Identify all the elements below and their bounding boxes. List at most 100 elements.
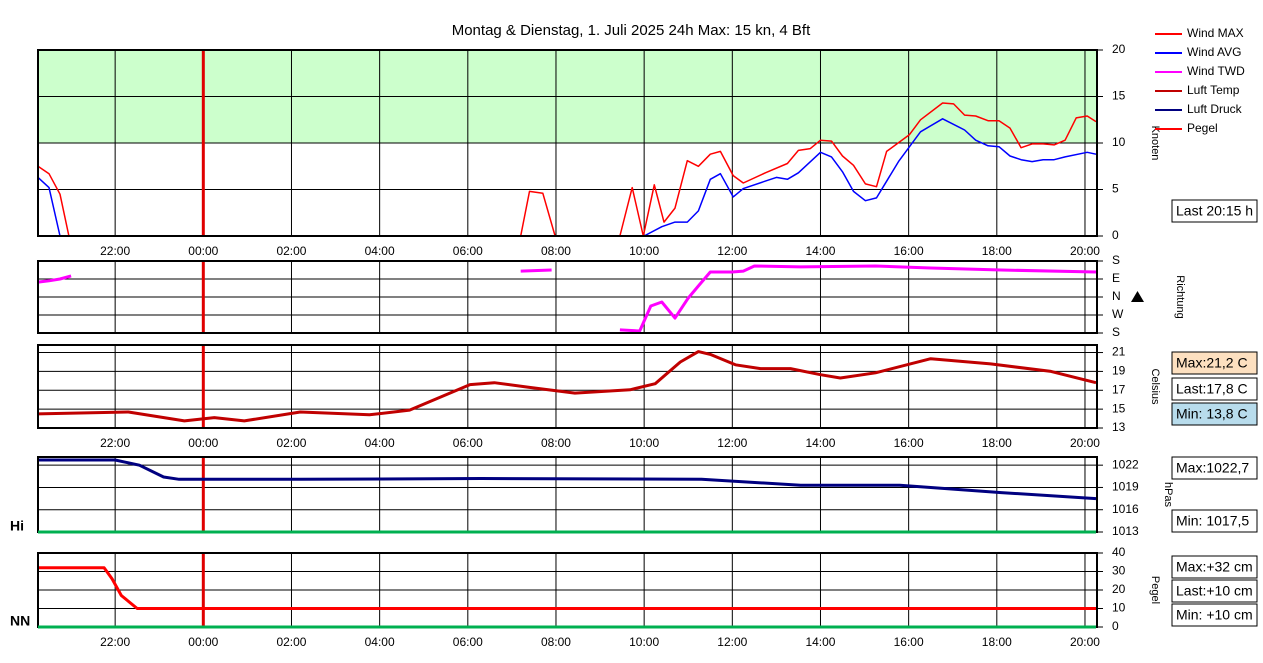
axis-label: Celsius — [1149, 368, 1161, 405]
x-tick-label: 08:00 — [541, 244, 571, 258]
side-label: Hi — [10, 518, 24, 534]
info-text: Max:21,2 C — [1176, 355, 1248, 371]
x-tick-label: 14:00 — [805, 635, 835, 649]
legend-label: Luft Druck — [1187, 102, 1243, 116]
legend-label: Luft Temp — [1187, 83, 1240, 97]
y-tick-label: 13 — [1112, 420, 1126, 434]
x-tick-label: 04:00 — [365, 635, 395, 649]
x-tick-label: 22:00 — [100, 244, 130, 258]
info-box — [1171, 377, 1258, 401]
series-line — [37, 118, 1097, 237]
x-tick-label: 12:00 — [717, 635, 747, 649]
info-text: Min: 13,8 C — [1176, 406, 1248, 422]
x-tick-label: 08:00 — [541, 635, 571, 649]
series-line — [38, 566, 1096, 610]
x-tick-label: 20:00 — [1070, 436, 1100, 450]
x-tick-label: 10:00 — [629, 436, 659, 450]
x-tick-label: 22:00 — [100, 436, 130, 450]
direction-indicator — [1131, 291, 1144, 302]
y-tick-label: 17 — [1112, 382, 1126, 396]
y-tick-label: N — [1112, 289, 1121, 303]
info-text: Min: +10 cm — [1176, 607, 1253, 623]
x-tick-label: 00:00 — [188, 635, 218, 649]
y-tick-label: S — [1112, 325, 1120, 339]
x-tick-label: 02:00 — [276, 436, 306, 450]
x-tick-label: 02:00 — [276, 244, 306, 258]
axis-label: Pegel — [1149, 576, 1161, 604]
x-tick-label: 02:00 — [276, 635, 306, 649]
x-tick-label: 20:00 — [1070, 635, 1100, 649]
y-tick-label: 20 — [1112, 42, 1126, 56]
x-tick-label: 00:00 — [188, 436, 218, 450]
info-box — [1171, 579, 1258, 603]
y-tick-label: 15 — [1112, 89, 1126, 103]
x-tick-label: 10:00 — [629, 635, 659, 649]
info-text: Last:+10 cm — [1176, 583, 1253, 599]
axis-label: Knoten — [1149, 126, 1161, 161]
x-tick-label: 18:00 — [982, 436, 1012, 450]
x-tick-label: 18:00 — [982, 244, 1012, 258]
info-box — [1171, 555, 1258, 579]
x-tick-label: 00:00 — [188, 244, 218, 258]
panel-border — [37, 49, 1098, 237]
legend-label: Wind MAX — [1187, 26, 1244, 40]
x-tick-label: 06:00 — [453, 244, 483, 258]
axis-label: hPas — [1162, 482, 1174, 508]
legend-label: Wind TWD — [1187, 64, 1245, 78]
info-box — [1171, 351, 1258, 375]
x-tick-label: 10:00 — [629, 244, 659, 258]
x-tick-label: 18:00 — [982, 635, 1012, 649]
y-tick-label: 30 — [1112, 564, 1126, 578]
side-label: NN — [10, 613, 30, 629]
y-tick-label: W — [1112, 307, 1124, 321]
y-tick-label: 1016 — [1112, 502, 1139, 516]
y-tick-label: S — [1112, 253, 1120, 267]
x-tick-label: 06:00 — [453, 436, 483, 450]
info-text: Min: 1017,5 — [1176, 513, 1249, 529]
panel-background — [38, 345, 1097, 428]
y-tick-label: 40 — [1112, 545, 1126, 559]
y-tick-label: 20 — [1112, 582, 1126, 596]
y-tick-label: 1019 — [1112, 480, 1139, 494]
x-tick-label: 14:00 — [805, 436, 835, 450]
x-tick-label: 04:00 — [365, 436, 395, 450]
info-text: Max:1022,7 — [1176, 460, 1249, 476]
y-tick-label: 0 — [1112, 619, 1119, 633]
y-tick-label: 19 — [1112, 364, 1126, 378]
y-tick-label: 0 — [1112, 228, 1119, 242]
y-tick-label: 10 — [1112, 601, 1126, 615]
y-tick-label: 1022 — [1112, 457, 1139, 471]
x-tick-label: 16:00 — [894, 635, 924, 649]
legend-label: Wind AVG — [1187, 45, 1241, 59]
x-tick-label: 16:00 — [894, 436, 924, 450]
panel-border — [37, 344, 1098, 429]
info-box — [1171, 402, 1258, 426]
info-text: Max:+32 cm — [1176, 559, 1253, 575]
x-tick-label: 16:00 — [894, 244, 924, 258]
series-line — [37, 350, 1097, 423]
info-box — [1171, 603, 1258, 627]
info-box — [1171, 509, 1258, 533]
x-tick-label: 22:00 — [100, 635, 130, 649]
info-box — [1171, 456, 1258, 480]
x-tick-label: 12:00 — [717, 244, 747, 258]
x-tick-label: 08:00 — [541, 436, 571, 450]
x-tick-label: 14:00 — [805, 244, 835, 258]
y-tick-label: 1013 — [1112, 524, 1139, 538]
y-tick-label: 5 — [1112, 182, 1119, 196]
chart-title: Montag & Dienstag, 1. Juli 2025 24h Max:… — [452, 22, 811, 39]
info-box — [1171, 199, 1258, 223]
x-tick-label: 12:00 — [717, 436, 747, 450]
series-line — [38, 458, 1097, 501]
panel-border — [37, 260, 1098, 334]
x-tick-label: 04:00 — [365, 244, 395, 258]
y-tick-label: 10 — [1112, 135, 1126, 149]
axis-label: Richtung — [1174, 275, 1186, 318]
y-tick-label: E — [1112, 271, 1120, 285]
y-tick-label: 21 — [1112, 345, 1126, 359]
info-text: Last:17,8 C — [1176, 381, 1248, 397]
y-tick-label: 15 — [1112, 401, 1126, 415]
series-line — [37, 264, 1097, 333]
